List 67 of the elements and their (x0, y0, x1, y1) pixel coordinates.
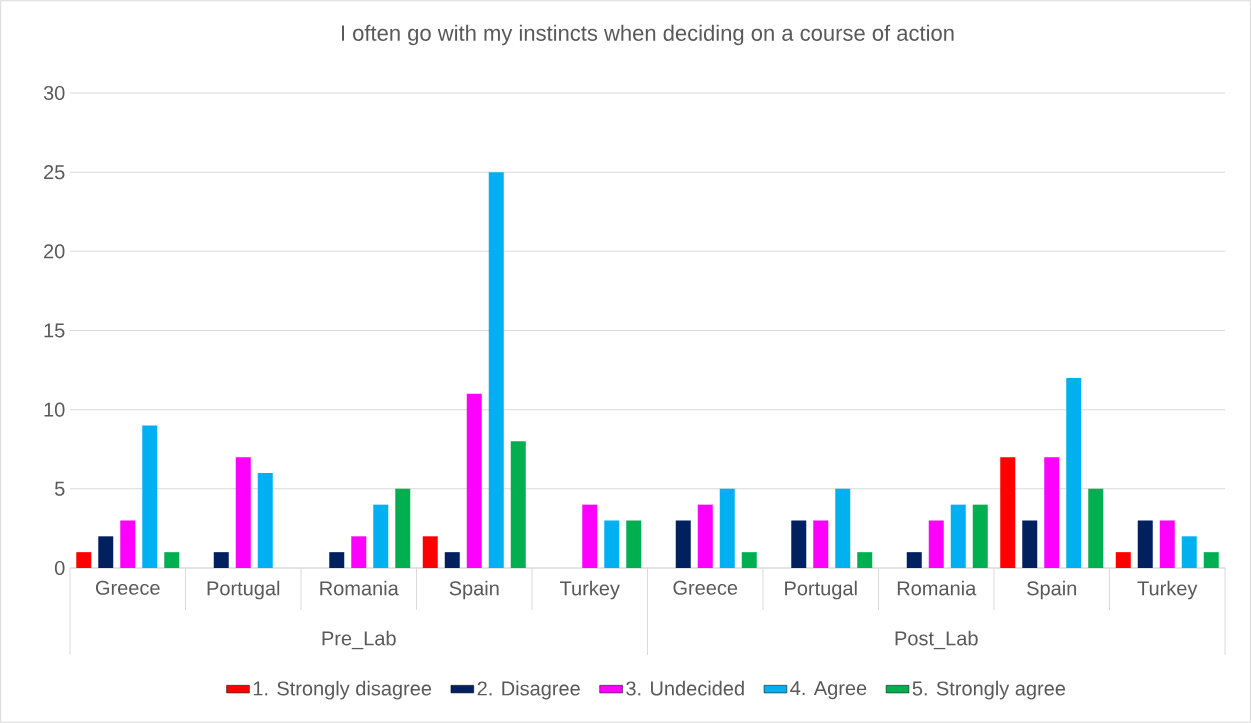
bar (928, 520, 944, 568)
x-tick-label: Spain (1027, 580, 1077, 600)
legend-label: 1. Strongly disagree (253, 680, 432, 700)
bar (1000, 457, 1016, 568)
bar (719, 488, 735, 568)
bar (329, 552, 345, 568)
x-tick-label: Portugal (207, 580, 280, 600)
bar (1137, 520, 1153, 568)
bar (1066, 377, 1082, 568)
bar (120, 520, 136, 568)
x-tick-label: Turkey (560, 580, 620, 600)
bar (1115, 552, 1131, 568)
bar (582, 504, 598, 568)
bar (1044, 457, 1060, 568)
x-tick-label: Romania (897, 580, 977, 596)
bar (604, 520, 620, 568)
bar (741, 552, 757, 568)
bar (1088, 488, 1104, 568)
bar (697, 504, 713, 568)
text: Pre_Lab (322, 630, 396, 650)
bar (76, 552, 92, 568)
legend-label: 4. Agree (790, 681, 867, 700)
bar (1022, 520, 1038, 568)
x-tick-label: Romania (320, 580, 399, 596)
y-tick-label: 30 (43, 85, 65, 101)
bar (1159, 520, 1175, 568)
bar (235, 457, 251, 568)
bar (98, 536, 114, 568)
bar (257, 472, 273, 568)
bar (906, 552, 922, 568)
bar (444, 552, 460, 568)
x-tick-label: Portugal (785, 580, 857, 600)
bar (351, 536, 367, 568)
bar (213, 552, 229, 568)
legend-label: 5. Strongly agree (912, 680, 1066, 700)
y-tick-label: 20 (44, 244, 65, 259)
bar (950, 504, 966, 568)
y-tick-label: 0 (54, 560, 65, 576)
bar (510, 441, 526, 568)
bar (1181, 536, 1197, 568)
bar (972, 504, 988, 568)
bar (1203, 552, 1219, 568)
y-tick-label: 10 (44, 402, 65, 417)
bar (675, 520, 691, 568)
x-tick-label: Greece (673, 580, 738, 595)
chart-title: I often go with my instincts when deciding on a course of action (341, 24, 954, 46)
text: Post_Lab (895, 630, 978, 650)
legend-label: 3. Undecided (626, 680, 744, 696)
bar (422, 536, 438, 568)
bar (466, 393, 482, 568)
bar (373, 504, 389, 568)
y-tick-label: 15 (44, 323, 65, 338)
y-tick-label: 25 (44, 165, 65, 180)
bar (164, 552, 180, 568)
bar (857, 552, 873, 568)
bar (395, 488, 411, 568)
x-tick-label: Turkey (1137, 580, 1198, 600)
bar (488, 172, 504, 568)
bar (791, 520, 807, 568)
x-tick-label: Greece (95, 580, 160, 595)
bar (813, 520, 829, 568)
bar (835, 488, 851, 568)
y-tick-label: 5 (54, 481, 65, 496)
legend-label: 2. Disagree (477, 680, 580, 700)
x-tick-label: Spain (449, 580, 499, 600)
bar (626, 520, 642, 568)
bar (142, 425, 158, 568)
